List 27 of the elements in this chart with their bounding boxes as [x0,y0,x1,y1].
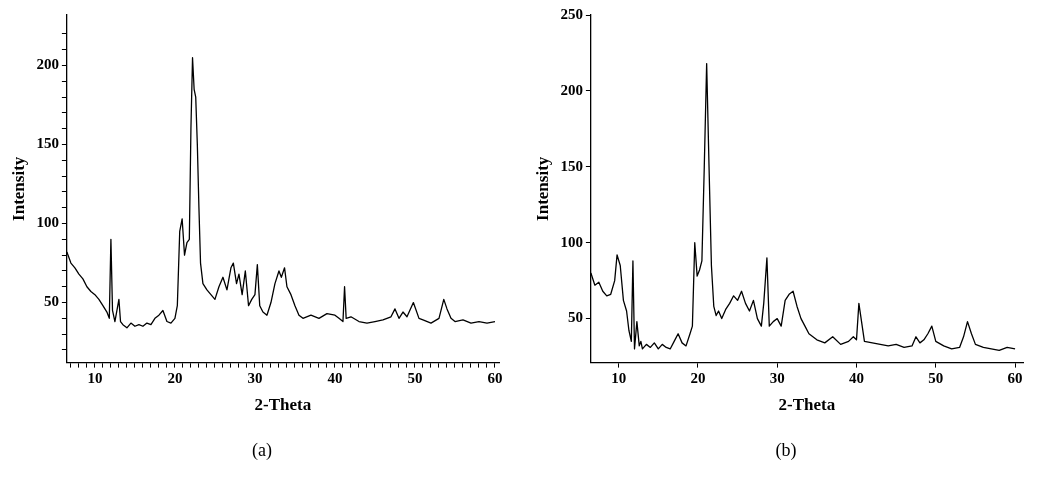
x-tick-label: 10 [87,370,103,387]
x-tick-label: 20 [167,370,183,387]
y-tick-label: 50 [43,293,59,310]
x-tick-label: 50 [407,370,423,387]
x-tick-label: 30 [769,370,785,387]
x-tick-label: 50 [928,370,944,387]
x-tick-label: 20 [690,370,706,387]
y-tick-label: 200 [560,81,583,98]
y-tick-label: 250 [560,5,583,22]
x-axis-title: 2-Theta [254,395,312,415]
x-tick-label: 10 [611,370,627,387]
x-tick-label: 40 [849,370,864,387]
y-tick-label: 200 [36,56,59,73]
text: (b) [774,440,798,461]
x-tick-label: 30 [247,370,263,387]
y-tick-label: 100 [560,233,583,250]
y-tick-label: 100 [36,214,59,231]
x-axis-title: 2-Theta [778,395,836,415]
x-tick-label: 60 [1007,370,1023,387]
y-axis-title: Intensity [532,156,552,221]
text: (a) [251,440,273,461]
y-tick-label: 150 [560,157,583,174]
x-tick-label: 60 [487,370,503,387]
y-tick-label: 50 [567,309,583,326]
x-tick-label: 40 [327,370,343,387]
y-tick-label: 150 [36,135,59,152]
y-axis-title: Intensity [8,156,28,221]
